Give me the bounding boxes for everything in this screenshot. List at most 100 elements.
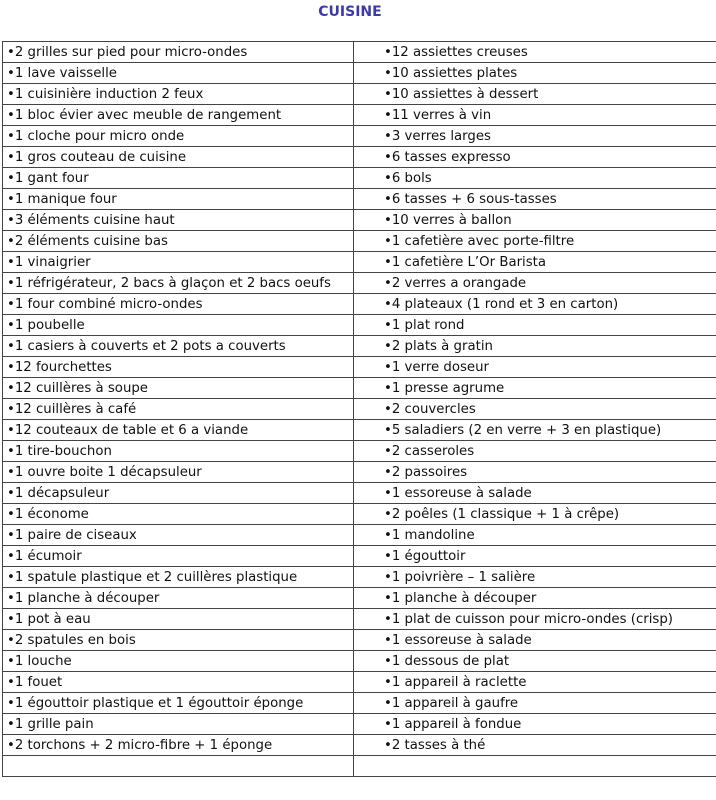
bullet-icon: • <box>7 632 15 648</box>
right-item: •3 verres larges <box>353 125 716 147</box>
left-item: •1 pot à eau <box>2 608 354 630</box>
item-text: 1 paire de ciseaux <box>14 527 137 543</box>
table-row: •12 cuillères à soupe •1 presse agrume <box>2 377 716 399</box>
left-item: •12 cuillères à café <box>2 398 354 420</box>
bullet-icon: • <box>384 107 392 123</box>
item-text: 2 poêles (1 classique + 1 à crêpe) <box>391 506 620 522</box>
right-item: •1 appareil à gaufre <box>353 692 716 714</box>
bullet-icon: • <box>7 212 15 228</box>
bullet-icon: • <box>384 233 392 249</box>
item-text: 1 lave vaisselle <box>14 65 117 81</box>
bullet-icon: • <box>384 338 392 354</box>
item-text: 1 poubelle <box>14 317 85 333</box>
item-text: 3 éléments cuisine haut <box>14 212 175 228</box>
table-row: •12 cuillères à café •2 couvercles <box>2 398 716 420</box>
left-item: •1 manique four <box>2 188 354 210</box>
table-row: • 1 tire-bouchon •2 casseroles <box>2 440 716 462</box>
item-text: 1 essoreuse à salade <box>391 632 532 648</box>
left-item: •1 décapsuleur <box>2 482 354 504</box>
left-item: •1 planche à découper <box>2 587 354 609</box>
bullet-icon: • <box>384 212 392 228</box>
item-text: 2 verres a orangade <box>391 275 527 291</box>
item-text: 1 gros couteau de cuisine <box>14 149 187 165</box>
right-item: •10 assiettes à dessert <box>353 83 716 105</box>
item-text: 4 plateaux (1 rond et 3 en carton) <box>391 296 619 312</box>
bullet-icon: • <box>7 527 15 543</box>
item-text: 1 dessous de plat <box>391 653 510 669</box>
bullet-icon: • <box>7 296 15 312</box>
left-item: •1 gant four <box>2 167 354 189</box>
left-item: •1 lave vaisselle <box>2 62 354 84</box>
item-text: 1 poivrière – 1 salière <box>391 569 536 585</box>
left-item: •2 grilles sur pied pour micro-ondes <box>2 41 354 63</box>
bullet-icon: • <box>7 128 15 144</box>
right-item: •2 casseroles <box>353 440 716 462</box>
right-item: •1 égouttoir <box>353 545 716 567</box>
item-text: 6 tasses expresso <box>391 149 511 165</box>
item-text: 2 torchons + 2 micro-fibre + 1 éponge <box>14 737 273 753</box>
table-row: •1 lave vaisselle •10 assiettes plates <box>2 62 716 84</box>
left-item: •1 fouet <box>2 671 354 693</box>
item-text: 1 verre doseur <box>391 359 489 375</box>
item-text: 1 mandoline <box>391 527 475 543</box>
item-text: 1 appareil à gaufre <box>391 695 519 711</box>
item-text: 1 tire-bouchon <box>14 443 112 459</box>
item-text: 12 couteaux de table et 6 a viande <box>14 422 249 438</box>
table-row: •2 grilles sur pied pour micro-ondes •12 … <box>2 41 716 63</box>
left-item: •1 four combiné micro-ondes <box>2 293 354 315</box>
right-item: •10 assiettes plates <box>353 62 716 84</box>
right-item: •1 plat rond <box>353 314 716 336</box>
item-text: 3 verres larges <box>391 128 491 144</box>
bullet-icon: • <box>384 317 392 333</box>
bullet-icon: • <box>7 107 15 123</box>
bullet-icon: • <box>384 548 392 564</box>
bullet-icon: • <box>384 149 392 165</box>
right-item: •1 planche à découper <box>353 587 716 609</box>
item-text: 5 saladiers (2 en verre + 3 en plastique… <box>391 422 662 438</box>
bullet-icon: • <box>7 149 15 165</box>
table-row: • 1 poubelle •1 plat rond <box>2 314 716 336</box>
bullet-icon: • <box>384 44 392 60</box>
item-text: 1 pot à eau <box>14 611 91 627</box>
left-item: •2 torchons + 2 micro-fibre + 1 éponge <box>2 734 354 756</box>
left-item: •1 cloche pour micro onde <box>2 125 354 147</box>
bullet-icon: • <box>7 338 15 354</box>
bullet-icon: • <box>7 191 15 207</box>
item-text: 1 égouttoir <box>391 548 466 564</box>
item-text: 2 spatules en bois <box>14 632 136 648</box>
left-item: •1 ouvre boite 1 décapsuleur <box>2 461 354 483</box>
bullet-icon: • <box>7 485 15 501</box>
left-item: •1 paire de ciseaux <box>2 524 354 546</box>
item-text: 1 cafetière avec porte-filtre <box>391 233 575 249</box>
item-text: 1 économe <box>14 506 89 522</box>
right-item: •2 passoires <box>353 461 716 483</box>
bullet-icon: • <box>384 485 392 501</box>
item-text: 1 décapsuleur <box>14 485 110 501</box>
left-item <box>2 755 354 777</box>
bullet-icon: • <box>384 359 392 375</box>
left-item: •3 éléments cuisine haut <box>2 209 354 231</box>
bullet-icon: • <box>384 506 392 522</box>
right-item: •1 cafetière avec porte-filtre <box>353 230 716 252</box>
item-text: 2 couvercles <box>391 401 476 417</box>
item-text: 12 cuillères à café <box>14 401 137 417</box>
right-item: •5 saladiers (2 en verre + 3 en plastiqu… <box>353 419 716 441</box>
item-text: 1 essoreuse à salade <box>391 485 532 501</box>
page-title: CUISINE <box>318 4 382 20</box>
bullet-icon: • <box>384 443 392 459</box>
bullet-icon: • <box>384 254 392 270</box>
table-row: •1 grille pain •1 appareil à fondue <box>2 713 716 735</box>
left-item: •1 économe <box>2 503 354 525</box>
bullet-icon: • <box>384 569 392 585</box>
item-text: 1 grille pain <box>14 716 94 732</box>
bullet-icon: • <box>7 653 15 669</box>
bullet-icon: • <box>7 569 15 585</box>
left-item: •1 gros couteau de cuisine <box>2 146 354 168</box>
item-text: 2 passoires <box>391 464 468 480</box>
right-item: •1 verre doseur <box>353 356 716 378</box>
bullet-icon: • <box>7 590 15 606</box>
table-row: •1 écumoir •1 égouttoir <box>2 545 716 567</box>
table-row: •1 planche à découper •1 planche à découp… <box>2 587 716 609</box>
left-item: •1 réfrigérateur, 2 bacs à glaçon et 2 b… <box>2 272 354 294</box>
left-item: •1 casiers à couverts et 2 pots a couver… <box>2 335 354 357</box>
